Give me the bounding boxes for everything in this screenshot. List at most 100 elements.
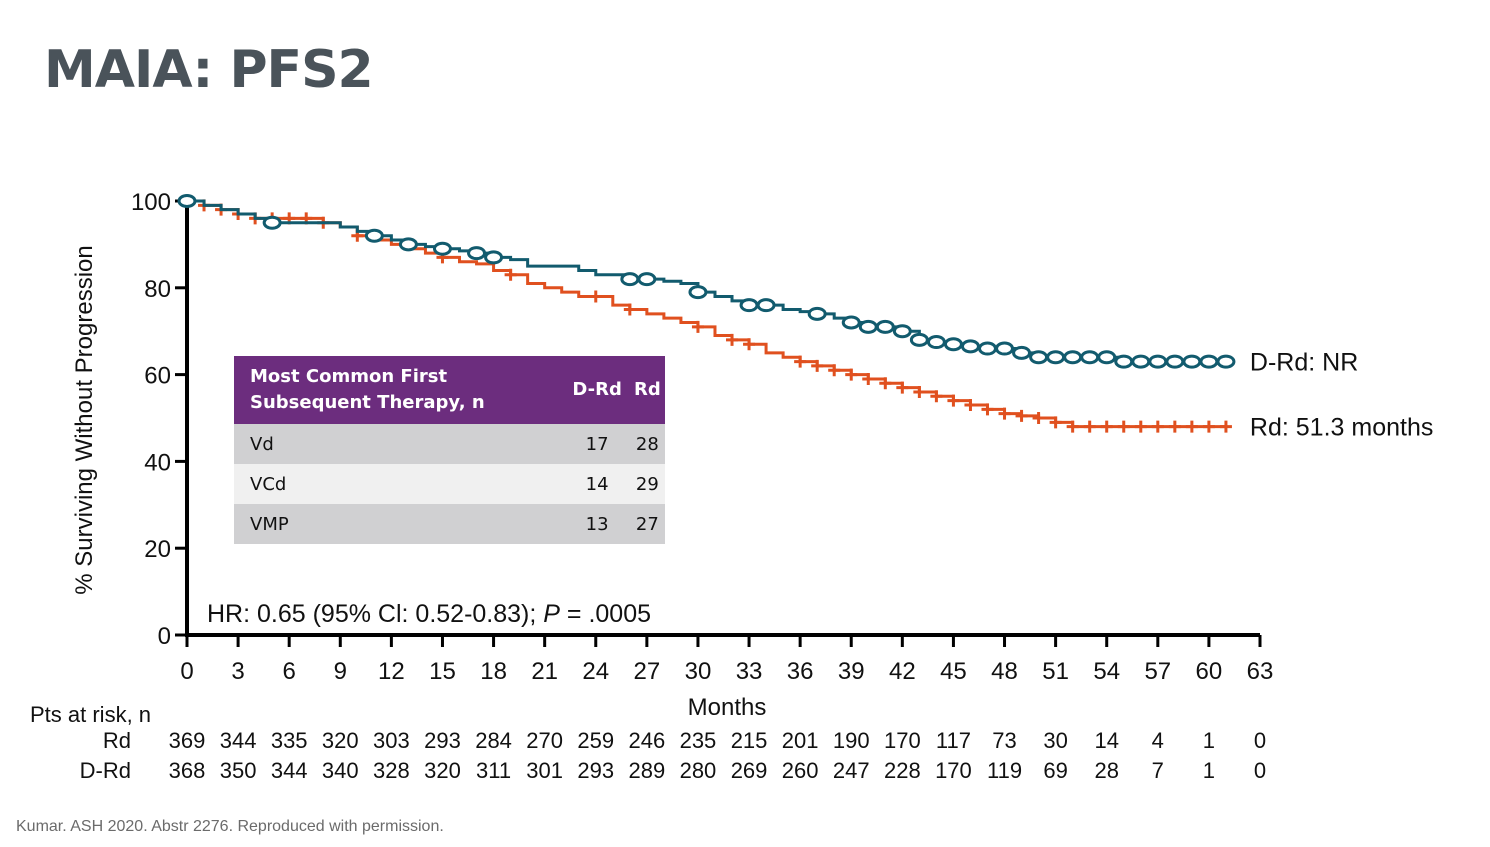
censor-marker (1182, 354, 1202, 369)
censor-marker (1151, 420, 1164, 433)
x-tick-label: 21 (531, 658, 558, 685)
table-row: Vd 17 28 (234, 424, 665, 464)
censor-marker (620, 272, 640, 287)
table-header-row: Most Common First Subsequent Therapy, n D… (234, 356, 665, 424)
x-tick-label: 36 (787, 658, 814, 685)
risk-value: 0 (1254, 728, 1266, 753)
risk-value: 303 (373, 728, 410, 753)
censor-marker (589, 290, 602, 303)
censor-marker (1199, 354, 1219, 369)
censor-marker (364, 228, 384, 243)
risk-value: 69 (1043, 758, 1067, 783)
censor-marker (484, 250, 504, 265)
x-tick-label: 30 (685, 658, 712, 685)
risk-value: 320 (322, 728, 359, 753)
y-tick-label: 60 (144, 363, 171, 390)
x-tick-label: 45 (940, 658, 967, 685)
risk-value: 170 (884, 728, 921, 753)
censor-marker (1015, 409, 1028, 422)
y-tick-label: 20 (144, 536, 171, 563)
censor-marker (467, 246, 487, 261)
hazard-ratio: HR: 0.65 (95% Cl: 0.52-0.83); P = .0005 (207, 600, 651, 628)
censor-marker (964, 398, 977, 411)
censor-marker (432, 241, 452, 256)
x-tick-label: 63 (1247, 658, 1274, 685)
censor-marker (845, 368, 858, 381)
x-tick-label: 18 (480, 658, 507, 685)
censor-marker (981, 403, 994, 416)
censor-marker (1083, 420, 1096, 433)
risk-value: 228 (884, 758, 921, 783)
x-tick-label: 27 (634, 658, 661, 685)
censor-marker (875, 319, 895, 334)
x-tick-label: 39 (838, 658, 865, 685)
censor-marker (1117, 420, 1130, 433)
censor-marker (858, 319, 878, 334)
risk-value: 4 (1152, 728, 1164, 753)
censor-marker (841, 315, 861, 330)
censor-marker (504, 268, 517, 281)
censor-marker (998, 407, 1011, 420)
risk-value: 117 (936, 728, 971, 753)
risk-value: 368 (169, 758, 206, 783)
censor-marker (1032, 412, 1045, 424)
risk-value: 311 (476, 758, 511, 783)
censor-marker (726, 333, 739, 346)
risk-value: 289 (628, 758, 665, 783)
censor-marker (1097, 350, 1117, 365)
censor-marker (828, 364, 841, 377)
censor-marker (807, 306, 827, 321)
risk-value: 269 (731, 758, 768, 783)
risk-value: 201 (782, 728, 819, 753)
y-axis-title: % Surviving Without Progression (71, 245, 98, 594)
censor-marker (1046, 350, 1066, 365)
slide-title: MAIA: PFS2 (44, 40, 374, 100)
table-header-rd: Rd (629, 356, 665, 424)
censor-marker (1168, 420, 1181, 433)
censor-marker (995, 341, 1015, 356)
censor-marker (977, 341, 997, 356)
subsequent-therapy-table: Most Common First Subsequent Therapy, n D… (234, 356, 665, 544)
x-tick-label: 33 (736, 658, 763, 685)
censor-marker (1114, 354, 1134, 369)
risk-value: 73 (992, 728, 1016, 753)
x-tick-label: 0 (180, 658, 193, 685)
risk-value: 247 (833, 758, 870, 783)
x-tick-label: 60 (1196, 658, 1223, 685)
censor-marker (960, 339, 980, 354)
series-line-d-rd (187, 199, 1226, 364)
y-tick-label: 80 (144, 276, 171, 303)
censor-marker (947, 394, 960, 407)
censor-marker (879, 377, 892, 390)
censor-marker (913, 385, 926, 398)
table-cell-therapy: Vd (234, 424, 565, 464)
censor-marker (892, 324, 912, 339)
citation: Kumar. ASH 2020. Abstr 2276. Reproduced … (16, 818, 444, 835)
censor-marker (1029, 350, 1049, 365)
risk-value: 246 (628, 728, 665, 753)
table-row: VCd 14 29 (234, 464, 665, 504)
series-end-label: D-Rd: NR (1250, 349, 1358, 377)
risk-value: 293 (424, 728, 461, 753)
risk-row-label: D-Rd (80, 758, 131, 783)
censor-marker (739, 298, 759, 313)
risk-value: 344 (271, 758, 308, 783)
table-header-drd: D-Rd (564, 356, 630, 424)
table-cell-drd: 13 (564, 504, 630, 544)
series-end-label: Rd: 51.3 months (1250, 414, 1433, 442)
risk-value: 270 (526, 728, 563, 753)
risk-row-label: Rd (103, 728, 131, 753)
censor-marker (926, 335, 946, 350)
censor-marker (1219, 420, 1232, 433)
y-tick-label: 0 (158, 623, 171, 650)
table-row: VMP 13 27 (234, 504, 665, 544)
risk-value: 369 (169, 728, 206, 753)
risk-value: 1 (1203, 758, 1215, 783)
censor-marker (1134, 420, 1147, 433)
censor-marker (1063, 350, 1083, 365)
risk-value: 190 (833, 728, 870, 753)
table-header-therapy: Most Common First Subsequent Therapy, n (234, 356, 565, 424)
table-cell-rd: 28 (629, 424, 665, 464)
risk-table-title: Pts at risk, n (30, 702, 151, 727)
